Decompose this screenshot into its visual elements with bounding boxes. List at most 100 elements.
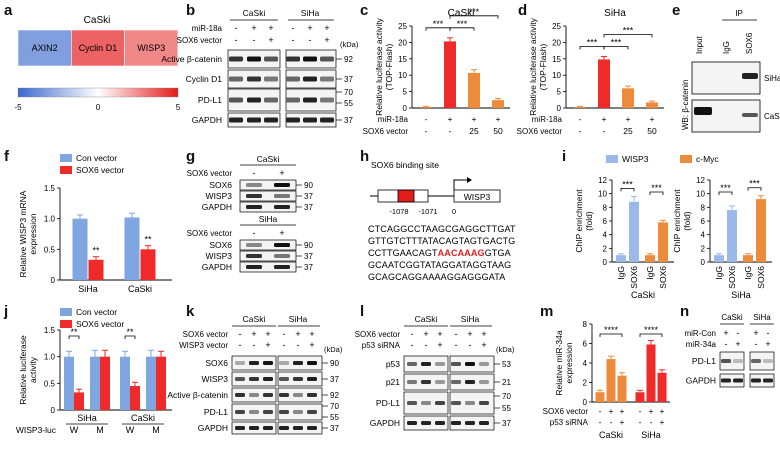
bar xyxy=(156,356,166,410)
legend-swatch-sox6 xyxy=(60,320,72,328)
blot-band xyxy=(286,56,300,62)
bar xyxy=(727,210,737,262)
mw-label: 92 xyxy=(330,391,339,400)
band-label: SOX6 xyxy=(205,358,228,368)
treatment-sign: - xyxy=(737,328,740,338)
y-tick-label: 5 xyxy=(557,88,562,97)
blot-band xyxy=(435,362,445,366)
significance-label: *** xyxy=(622,179,633,189)
significance-bracket xyxy=(599,333,623,337)
heatmap-gene-label: AXIN2 xyxy=(32,43,58,53)
treatment-sign: + xyxy=(481,340,486,350)
treatment-sign: + xyxy=(279,168,284,178)
treatment-sign: + xyxy=(324,23,329,33)
bar xyxy=(74,392,84,410)
x-tick-label: M xyxy=(152,425,160,435)
blot-band xyxy=(274,205,290,209)
treatment-sign: + xyxy=(753,328,758,338)
legend-sox6: SOX6 vector xyxy=(76,319,124,329)
y-tick-label: 4 xyxy=(701,231,706,240)
blot-band xyxy=(235,361,245,365)
treatment-sign: - xyxy=(239,340,242,350)
significance-bracket xyxy=(639,333,663,337)
blot-band xyxy=(249,410,259,414)
x-tick-label: W xyxy=(70,425,79,435)
x-tick-label: IgG xyxy=(714,266,724,280)
mw-label: 37 xyxy=(330,424,339,433)
blot-band xyxy=(286,117,300,123)
heatmap-gene-label: Cyclin D1 xyxy=(79,43,118,53)
significance-label: *** xyxy=(457,19,468,29)
blot-band xyxy=(274,243,290,247)
position-tss: 0 xyxy=(452,207,456,216)
y-tick-label: 0 xyxy=(603,258,608,267)
panel-g: CaSki SOX6 vector - + SOX6 90 WISP3 37 GAPDH 37 Si… xyxy=(187,154,313,273)
row-label: WISP3 vector xyxy=(179,341,228,350)
treatment-sign: + xyxy=(265,340,270,350)
band-label: WISP3 xyxy=(202,374,229,384)
legend-swatch-sox6 xyxy=(60,166,72,174)
treatment-sign: - xyxy=(411,329,414,339)
cell-label: SiHa xyxy=(461,314,480,324)
sequence-line: CTCAGGCCTAAGCGAGGCTTGAT xyxy=(368,224,516,234)
blot-membrane xyxy=(719,351,745,371)
blot-band xyxy=(435,380,445,384)
x-tick-label: W xyxy=(126,425,135,435)
y-tick-label: 2 xyxy=(603,244,608,253)
treatment-sign: - xyxy=(579,126,582,136)
y-tick-label: 0 xyxy=(557,104,562,113)
blot-band xyxy=(264,56,278,62)
legend-con: Con vector xyxy=(76,153,117,163)
binding-site-title: SOX6 binding site xyxy=(371,160,439,170)
wb-label: WB: β-catenin xyxy=(681,80,690,130)
bar xyxy=(714,255,724,262)
legend-swatch-con xyxy=(60,308,72,316)
blot-band xyxy=(229,117,243,123)
blot-band xyxy=(293,377,303,381)
row-label: miR-18a xyxy=(378,115,409,124)
blot-band xyxy=(247,56,261,62)
blot-band xyxy=(286,97,300,103)
mw-label: 90 xyxy=(304,241,313,250)
blot-band xyxy=(451,362,461,366)
cell-label: CaSki xyxy=(415,314,438,324)
y-tick-label: 15 xyxy=(552,55,561,64)
x-axis-title: WISP3-luc xyxy=(16,425,57,435)
y-tick-label: 10 xyxy=(598,190,607,199)
mw-label: 90 xyxy=(330,359,339,368)
legend-swatch-cmyc xyxy=(680,155,692,163)
treatment-sign: - xyxy=(309,35,312,45)
significance-label: ** xyxy=(144,235,152,245)
treatment-sign: + xyxy=(307,23,312,33)
y-axis-label: Relative miR-34a xyxy=(554,330,564,395)
y-tick-label: 20 xyxy=(552,38,561,47)
significance-label: *** xyxy=(720,183,731,193)
blot-band xyxy=(733,359,743,363)
band-label: GAPDH xyxy=(202,202,232,212)
bar xyxy=(635,392,645,402)
y-axis-label: activity xyxy=(28,356,38,383)
blot-band xyxy=(235,426,245,430)
significance-label: *** xyxy=(433,19,444,29)
blot-band xyxy=(421,401,431,405)
bar xyxy=(645,255,655,262)
blot-band xyxy=(407,421,417,425)
row-label: SOX6 vector xyxy=(183,330,229,339)
blot-band xyxy=(421,362,431,366)
treatment-sign: + xyxy=(251,329,256,339)
y-tick-label: 8 xyxy=(603,203,608,212)
blot-band xyxy=(465,380,475,384)
row-label-mir18a: miR-18a xyxy=(192,24,223,33)
mw-label: 37 xyxy=(344,75,353,84)
blot-band xyxy=(235,393,245,397)
group-label: SiHa xyxy=(641,430,661,440)
blot-band xyxy=(249,377,259,381)
band-label: GAPDH xyxy=(198,423,228,433)
bar xyxy=(130,386,140,410)
y-tick-label: 2 xyxy=(701,244,706,253)
y-axis-label: expression xyxy=(28,213,38,254)
treatment-sign: - xyxy=(283,340,286,350)
significance-label: **** xyxy=(604,325,619,335)
blot-band xyxy=(235,377,245,381)
